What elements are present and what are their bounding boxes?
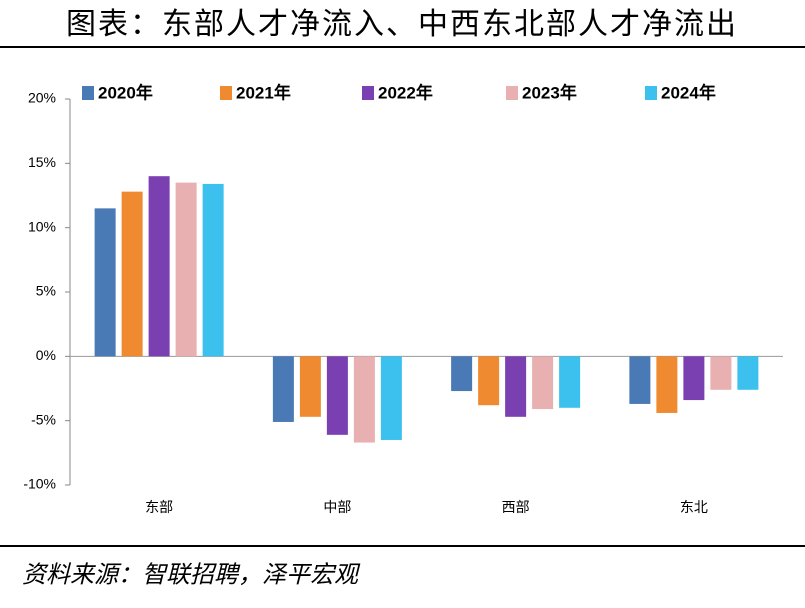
bar	[299, 356, 321, 417]
legend-label: 2021年	[236, 82, 291, 102]
y-tick-label: 15%	[28, 154, 56, 170]
bar	[451, 356, 473, 392]
y-tick-label: -5%	[31, 411, 56, 427]
legend-swatch	[645, 86, 657, 100]
legend-swatch	[362, 86, 374, 100]
source-note: 资料来源：智联招聘，泽平宏观	[22, 561, 361, 589]
y-tick-label: 0%	[36, 347, 56, 363]
bar	[737, 356, 759, 390]
bar	[656, 356, 678, 413]
legend-label: 2022年	[378, 82, 433, 102]
bar	[94, 208, 116, 357]
x-tick-label: 东北	[680, 500, 708, 516]
y-tick-label: 10%	[28, 218, 56, 234]
legend-label: 2023年	[522, 82, 577, 102]
bar	[683, 356, 705, 401]
chart-title: 图表：东部人才净流入、中西东北部人才净流出	[66, 7, 738, 42]
bar	[121, 191, 143, 357]
y-tick-label: 20%	[28, 90, 56, 106]
x-tick-label: 东部	[145, 500, 173, 516]
bar	[532, 356, 554, 410]
legend-swatch	[220, 86, 232, 100]
bar	[148, 176, 170, 357]
bar	[559, 356, 581, 408]
bar	[175, 182, 197, 357]
x-tick-label: 西部	[502, 500, 530, 516]
y-tick-label: 5%	[36, 283, 56, 299]
bar	[202, 183, 224, 357]
bar	[272, 356, 294, 422]
bar	[353, 356, 375, 443]
bar	[710, 356, 732, 390]
legend-swatch	[82, 86, 94, 100]
legend-label: 2024年	[661, 82, 716, 102]
y-tick-label: -10%	[23, 476, 56, 492]
legend-label: 2020年	[98, 82, 153, 102]
x-tick-label: 中部	[323, 500, 351, 516]
bar	[380, 356, 402, 440]
bar	[326, 356, 348, 435]
bar	[629, 356, 651, 404]
bar	[505, 356, 527, 417]
bar	[478, 356, 500, 406]
legend-swatch	[506, 86, 518, 100]
